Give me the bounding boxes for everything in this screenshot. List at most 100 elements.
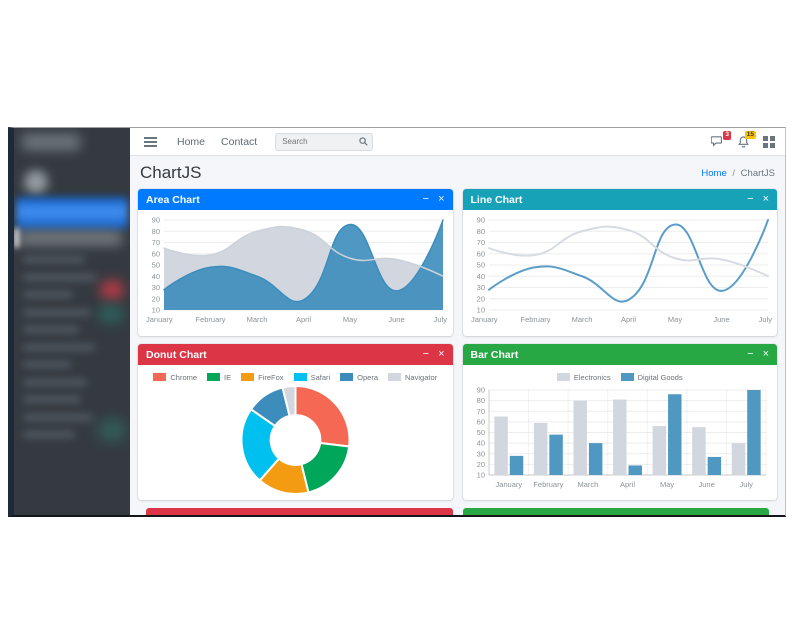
y-axis-tick-label: 50	[152, 261, 160, 270]
sidebar-item-blur[interactable]	[23, 396, 81, 403]
legend-item[interactable]: Electronics	[556, 372, 611, 382]
nav-link-home[interactable]: Home	[177, 135, 206, 148]
breadcrumb-home-link[interactable]: Home	[701, 167, 727, 179]
y-axis-tick-label: 70	[152, 238, 160, 247]
sidebar-item-blur[interactable]	[23, 378, 87, 386]
collapse-button[interactable]: −	[747, 348, 754, 360]
area-series-digital-goods[interactable]	[164, 220, 443, 310]
legend-item[interactable]: Digital Goods	[620, 372, 683, 382]
bar-digital-goods[interactable]	[548, 434, 563, 476]
line-series-digital-goods[interactable]	[163, 219, 444, 303]
legend-label: Electronics	[573, 372, 611, 382]
top-navbar: Home Contact 3	[130, 128, 785, 156]
x-axis-tick-label: January	[146, 315, 173, 324]
legend-label: FireFox	[258, 372, 284, 382]
x-axis-tick-label: May	[343, 315, 357, 324]
comments-icon	[711, 136, 722, 147]
y-axis-tick-label: 60	[476, 417, 484, 426]
search-icon	[359, 137, 368, 146]
y-axis-tick-label: 20	[476, 460, 484, 469]
area-chart[interactable]: 10 20 30 40 50 60 70 80 90 January February March Ap…	[144, 215, 449, 329]
navbar-search	[275, 132, 374, 151]
y-axis-tick-label: 50	[476, 428, 484, 437]
bar-electronics[interactable]	[533, 422, 547, 475]
sidebar-item-blur[interactable]	[23, 413, 93, 421]
bar-digital-goods[interactable]	[628, 465, 642, 475]
x-axis-tick-label: February	[533, 480, 563, 489]
bar-chart-card: Bar Chart − × Electronics Digital Goods 1…	[462, 344, 777, 500]
x-axis-tick-label: March	[577, 480, 598, 489]
line-series-electronics[interactable]	[487, 225, 769, 278]
donut-slice-navigator[interactable]	[281, 384, 297, 418]
legend-item[interactable]: Safari	[293, 372, 331, 382]
card-title: Donut Chart	[146, 348, 207, 361]
search-button[interactable]	[354, 134, 372, 150]
close-button[interactable]: ×	[762, 193, 769, 205]
x-axis-tick-label: April	[296, 315, 311, 324]
bar-electronics[interactable]	[493, 416, 508, 475]
sidebar-active-item[interactable]	[16, 197, 128, 229]
collapse-button[interactable]: −	[747, 193, 754, 205]
close-button[interactable]: ×	[762, 348, 769, 360]
collapse-button[interactable]: −	[422, 193, 430, 205]
bar-electronics[interactable]	[652, 426, 666, 476]
bar-digital-goods[interactable]	[707, 456, 721, 475]
sidebar-item-blur[interactable]	[23, 326, 79, 333]
line-series-digital-goods[interactable]	[487, 219, 769, 303]
donut-slice-chrome[interactable]	[294, 384, 351, 448]
sidebar-item-blur[interactable]	[23, 343, 95, 351]
legend-item[interactable]: Opera	[340, 373, 378, 382]
sidebar-item-blur[interactable]	[23, 431, 75, 438]
menu-toggle-icon[interactable]	[144, 140, 157, 143]
card-title: Bar Chart	[470, 348, 519, 361]
y-axis-tick-label: 80	[476, 227, 484, 236]
bar-electronics[interactable]	[612, 399, 626, 475]
area-chart-card: Area Chart − × 10 20 30 40 50 60 70 80 90 January…	[138, 189, 453, 336]
legend-swatch	[388, 373, 402, 381]
legend-item[interactable]: FireFox	[241, 372, 284, 382]
donut-slice-ie[interactable]	[300, 441, 351, 494]
area-chart-body: 10 20 30 40 50 60 70 80 90 January February March Ap…	[138, 210, 453, 336]
breadcrumb: Home / ChartJS	[701, 168, 775, 179]
legend-swatch	[620, 373, 634, 381]
search-input[interactable]	[276, 137, 355, 146]
bar-electronics[interactable]	[572, 400, 587, 476]
sidebar-item-blur[interactable]	[23, 291, 73, 298]
sidebar-item-blur[interactable]	[23, 256, 85, 263]
nav-link-contact[interactable]: Contact	[221, 135, 258, 148]
line-chart[interactable]: 10 20 30 40 50 60 70 80 90 January February March Ap…	[469, 215, 774, 329]
sidebar-item-blur[interactable]	[23, 308, 91, 316]
legend-item[interactable]: Navigator	[388, 373, 437, 382]
bar-digital-goods[interactable]	[667, 394, 682, 475]
bar-electronics[interactable]	[691, 427, 706, 475]
grid-menu[interactable]	[763, 135, 775, 148]
line-series-electronics[interactable]	[163, 225, 444, 277]
bar-digital-goods[interactable]	[588, 443, 602, 476]
x-axis-tick-label: January	[495, 480, 522, 489]
notifications-menu[interactable]: 15	[738, 130, 756, 148]
close-button[interactable]: ×	[438, 348, 445, 360]
sidebar-item-blur[interactable]	[23, 361, 71, 368]
legend-label: Safari	[310, 372, 331, 382]
y-axis-tick-label: 40	[476, 439, 484, 448]
legend-label: IE	[224, 372, 232, 382]
breadcrumb-separator: /	[732, 167, 736, 179]
legend-item[interactable]: Chrome	[153, 373, 197, 382]
collapse-button[interactable]: −	[422, 348, 430, 360]
x-axis-tick-label: March	[247, 315, 268, 324]
close-button[interactable]: ×	[438, 193, 445, 205]
legend-label: Digital Goods	[637, 372, 683, 382]
bar-electronics[interactable]	[731, 443, 745, 476]
card-tools: − ×	[423, 194, 445, 205]
x-axis-tick-label: February	[520, 315, 550, 324]
x-axis-tick-label: May	[667, 315, 681, 324]
donut-chart[interactable]	[144, 384, 447, 495]
bar-digital-goods[interactable]	[509, 455, 523, 476]
messages-menu[interactable]: 3	[711, 131, 731, 147]
legend-item[interactable]: IE	[207, 373, 231, 382]
bar-digital-goods[interactable]	[746, 390, 761, 475]
donut-chart-header: Donut Chart − ×	[138, 344, 453, 365]
sidebar-item-blur[interactable]	[23, 273, 97, 281]
